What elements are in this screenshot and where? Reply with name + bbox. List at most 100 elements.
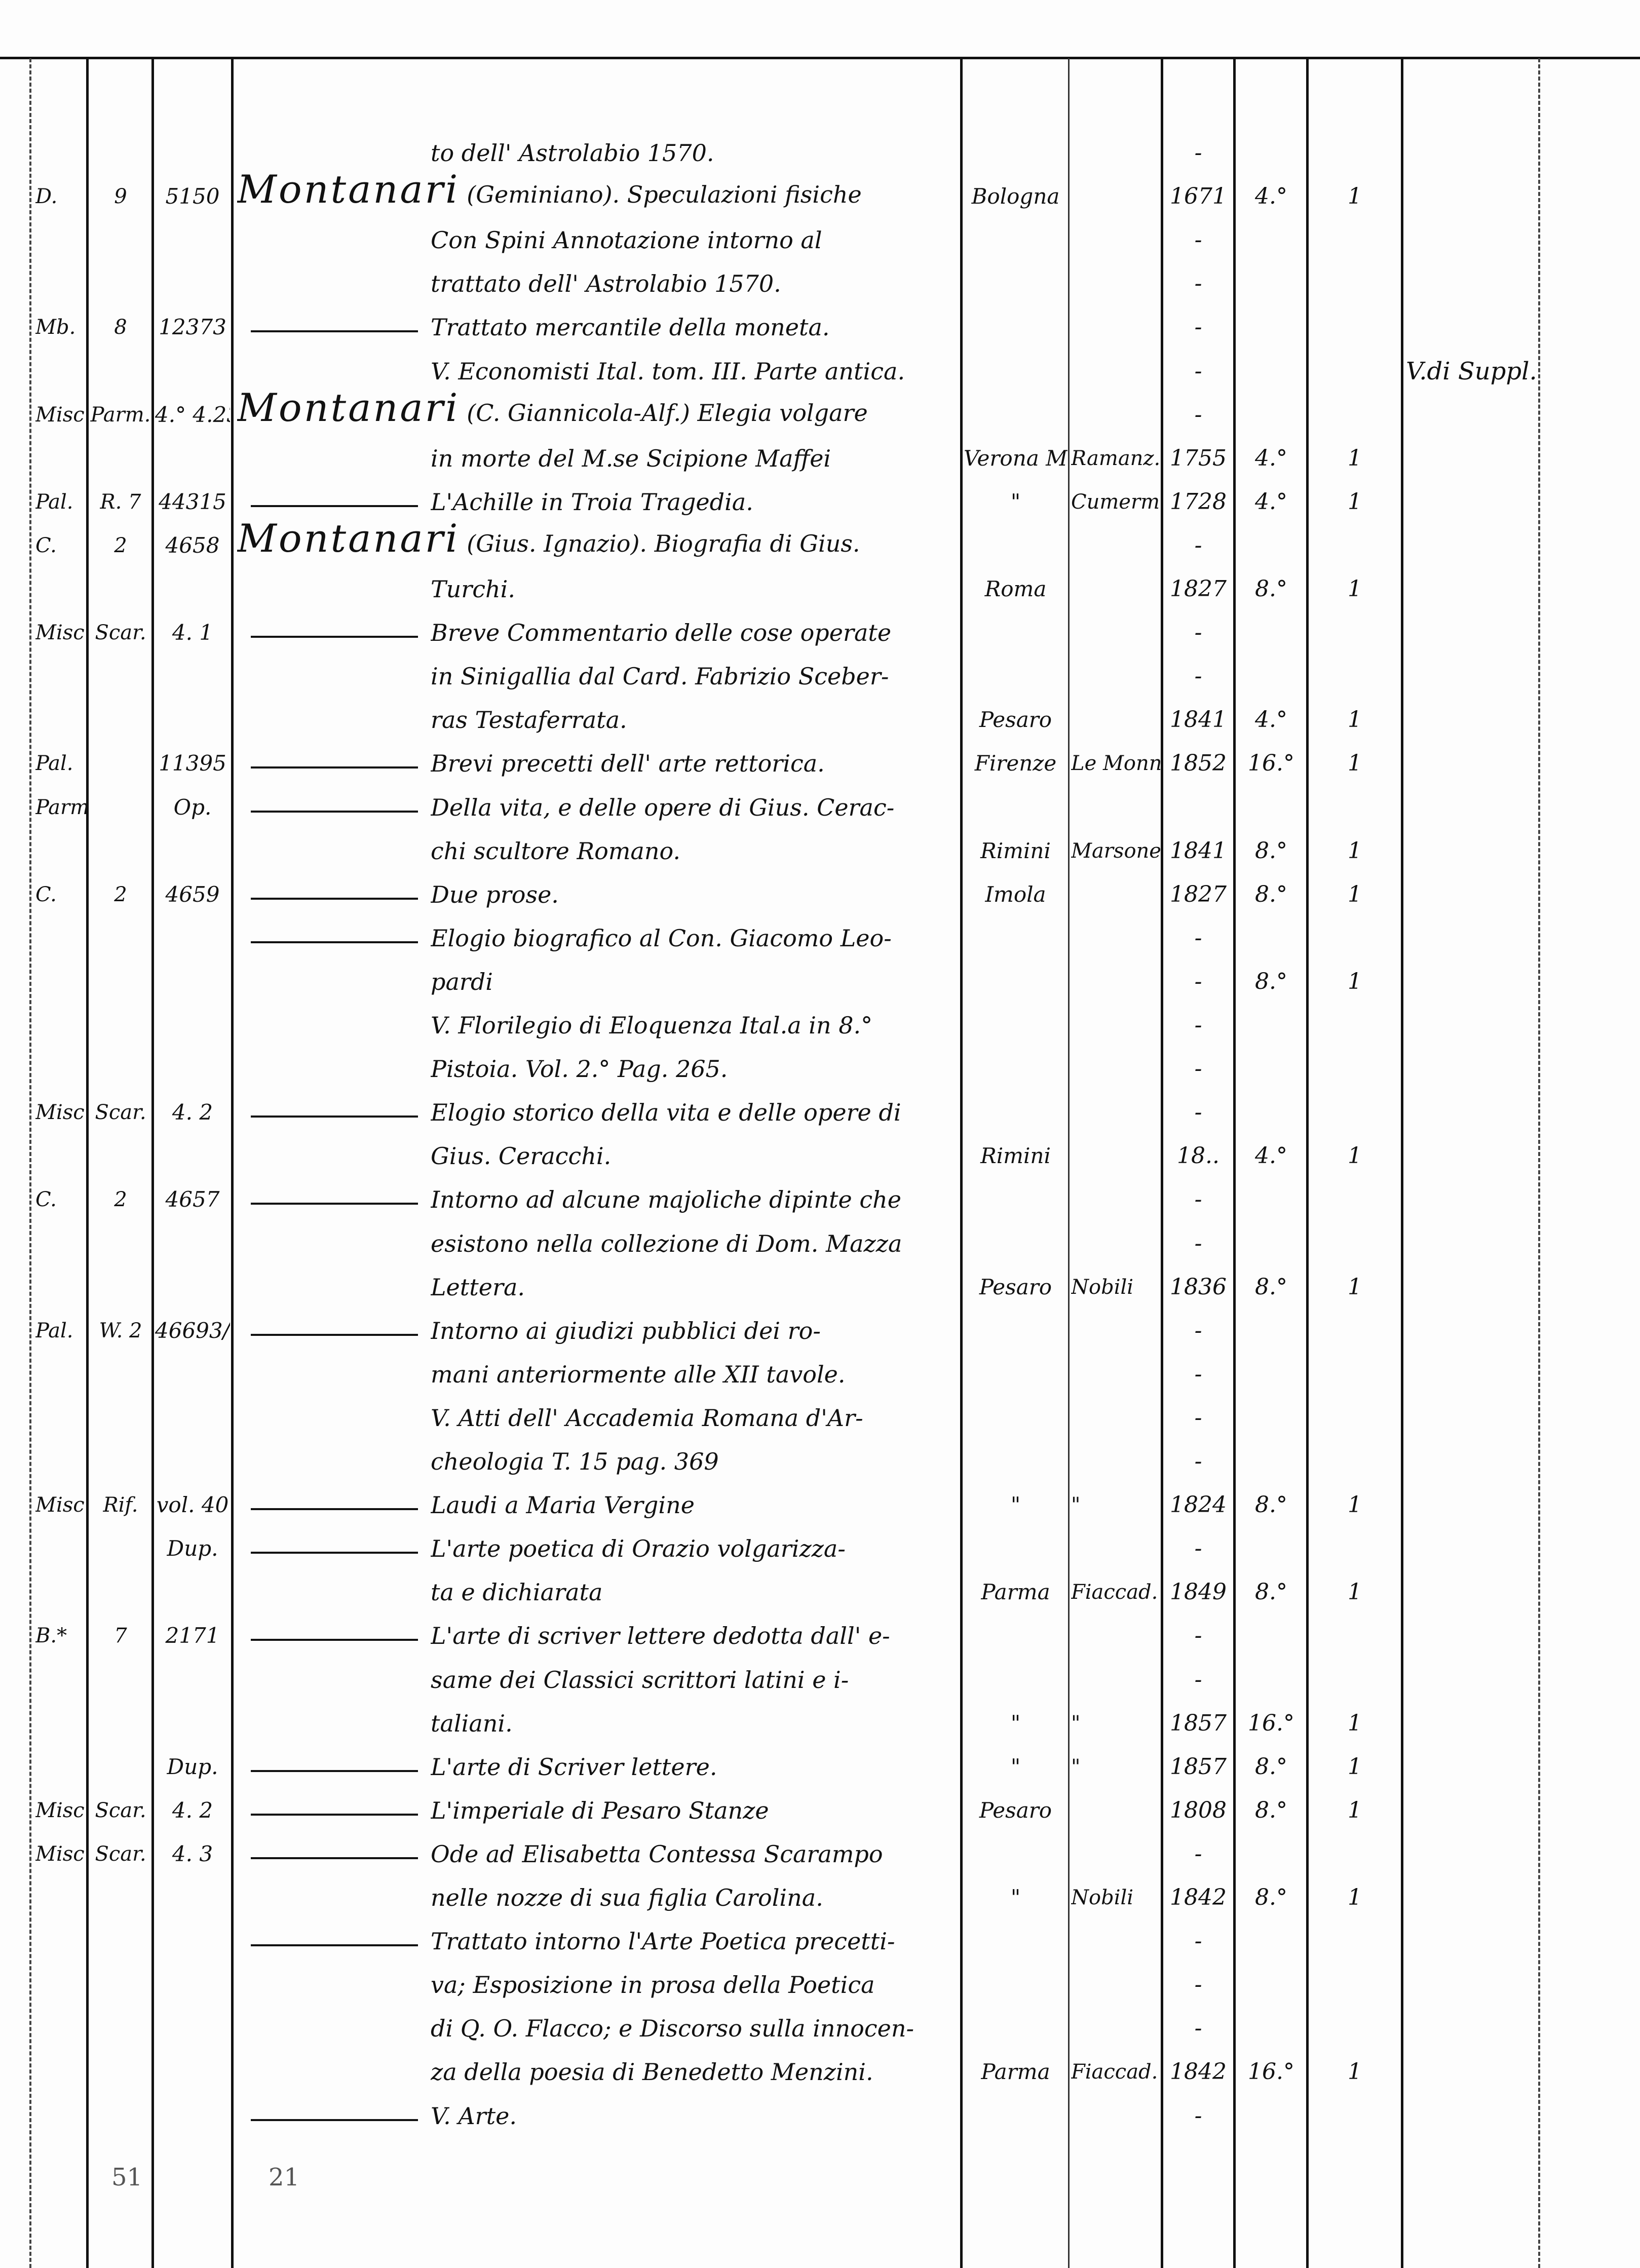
ditto-author-rule bbox=[251, 1552, 418, 1554]
catalog-line: - V.di Suppl. V. Economisti Ital. tom. III… bbox=[0, 351, 1640, 395]
shelf-sub: Scar. bbox=[95, 1101, 146, 1125]
year: - bbox=[1194, 2015, 1202, 2042]
year: - bbox=[1194, 1666, 1202, 1693]
catalog-line: - V. Atti dell' Accademia Romana d'Ar- bbox=[0, 1398, 1640, 1441]
shelf-sub: Rif. bbox=[103, 1493, 138, 1517]
year: 1824 bbox=[1170, 1492, 1227, 1518]
printer: " bbox=[1071, 1755, 1081, 1779]
note: V.di Suppl. bbox=[1406, 357, 1537, 386]
year: - bbox=[1194, 532, 1202, 558]
inventory-number: 4. 2 bbox=[172, 1797, 213, 1823]
printer: Ramanz. bbox=[1071, 446, 1160, 470]
volumes: 1 bbox=[1348, 1797, 1362, 1823]
place: Bologna bbox=[971, 184, 1060, 209]
shelf-mark: Misc. bbox=[35, 403, 86, 427]
title-text: same dei Classici scrittori latini e i- bbox=[431, 1666, 849, 1694]
volumes: 1 bbox=[1348, 576, 1362, 602]
title-text: L'imperiale di Pesaro Stanze bbox=[431, 1796, 769, 1824]
catalog-line: - Con Spini Annotazione intorno al bbox=[0, 220, 1640, 263]
place: Imola bbox=[985, 881, 1046, 907]
year: - bbox=[1194, 1928, 1202, 1954]
catalog-line: " " 1857 16.° 1 taliani. bbox=[0, 1703, 1640, 1747]
year: 1857 bbox=[1170, 1753, 1227, 1780]
format: 4.° bbox=[1255, 707, 1287, 733]
year: 1827 bbox=[1170, 576, 1227, 602]
inventory-number: 2171 bbox=[165, 1623, 220, 1648]
ditto-author-rule bbox=[251, 941, 418, 943]
catalog-line: - Elogio biografico al Con. Giacomo Leo- bbox=[0, 918, 1640, 962]
catalog-line: C. 2 4658 - Montanari (Gius. Ignazio). Biogra… bbox=[0, 523, 1640, 569]
shelf-mark: Pal. bbox=[35, 752, 73, 776]
volumes: 1 bbox=[1348, 707, 1362, 733]
year: 1836 bbox=[1170, 1274, 1227, 1300]
catalog-line: Misc. Scar. 4. 1 - Breve Commentario delle c… bbox=[0, 612, 1640, 656]
catalog-line: C. 2 4657 - Intorno ad alcune majoliche dipi… bbox=[0, 1179, 1640, 1223]
place: Roma bbox=[984, 576, 1047, 601]
title-text: V. Florilegio di Eloquenza Ital.a in 8.° bbox=[431, 1012, 873, 1039]
shelf-mark: Misc. bbox=[35, 1842, 86, 1866]
inventory-number: 4658 bbox=[165, 532, 220, 558]
year: - bbox=[1194, 1535, 1202, 1562]
volumes: 1 bbox=[1348, 183, 1362, 210]
year: 1849 bbox=[1170, 1579, 1227, 1605]
format: 8.° bbox=[1255, 968, 1287, 994]
column-rule-printer bbox=[1161, 58, 1163, 2268]
year: - bbox=[1194, 271, 1202, 297]
title-text: pardi bbox=[431, 968, 493, 995]
year: - bbox=[1194, 314, 1202, 340]
shelf-mark: Pal. bbox=[35, 1319, 73, 1342]
title-text: L'arte di scriver lettere dedotta dall' … bbox=[431, 1622, 890, 1650]
title-text: to dell' Astrolabio 1570. bbox=[431, 139, 714, 167]
year: - bbox=[1194, 1623, 1202, 1649]
format: 8.° bbox=[1255, 1492, 1287, 1518]
printer: Nobili bbox=[1071, 1886, 1134, 1909]
year: - bbox=[1194, 1230, 1202, 1256]
catalog-line: Verona MaffeiRamanz. 1755 4.° 1 in morte del… bbox=[0, 438, 1640, 482]
year: - bbox=[1194, 663, 1202, 689]
place: Rimini bbox=[980, 1143, 1051, 1169]
shelf-mark: Misc. bbox=[35, 1101, 86, 1125]
title-text: (C. Giannicola-Alf.) Elegia volgare bbox=[467, 399, 868, 427]
ditto-author-rule bbox=[251, 1203, 418, 1205]
ditto-author-rule bbox=[251, 636, 418, 638]
place: Pesaro bbox=[979, 1274, 1052, 1299]
column-rule-title bbox=[960, 58, 963, 2268]
catalog-line: C. 2 4659 Imola 1827 8.° 1 Due prose. bbox=[0, 874, 1640, 918]
place: " bbox=[1010, 1492, 1021, 1518]
shelf-mark: Pal. bbox=[35, 490, 73, 514]
printer: Fiaccad. bbox=[1071, 2060, 1158, 2084]
year: - bbox=[1194, 1448, 1202, 1474]
title-text: (Geminiano). Speculazioni fisiche bbox=[467, 181, 862, 209]
inventory-number: 11395 bbox=[159, 751, 226, 776]
year: - bbox=[1194, 620, 1202, 646]
inventory-number: 5150 bbox=[165, 184, 220, 209]
year: - bbox=[1194, 401, 1202, 428]
column-rule-year bbox=[1233, 58, 1236, 2268]
author-entry: Montanari (Gius. Ignazio). Biografia di G… bbox=[237, 523, 960, 559]
ditto-author-rule bbox=[251, 2119, 418, 2121]
shelf-sub: Scar. bbox=[95, 1842, 146, 1866]
shelf-sub: 2 bbox=[114, 533, 127, 557]
column-rule-number bbox=[231, 58, 234, 2268]
year: - bbox=[1194, 1840, 1202, 1867]
inventory-number: Dup. bbox=[167, 1536, 218, 1561]
catalog-line: Pesaro 1841 4.° 1 ras Testaferrata. bbox=[0, 700, 1640, 743]
ditto-author-rule bbox=[251, 1508, 418, 1511]
title-text: Turchi. bbox=[431, 575, 516, 603]
shelf-mark: C. bbox=[35, 533, 57, 557]
volumes: 1 bbox=[1348, 1710, 1362, 1736]
place: " bbox=[1010, 1754, 1021, 1779]
shelf-sub: 2 bbox=[114, 1188, 127, 1212]
year: 18.. bbox=[1177, 1143, 1219, 1169]
author-name: Montanari bbox=[237, 523, 460, 559]
title-text: Con Spini Annotazione intorno al bbox=[431, 226, 822, 254]
catalog-line: - cheologia T. 15 pag. 369 bbox=[0, 1441, 1640, 1485]
format: 8.° bbox=[1255, 1753, 1287, 1780]
ditto-author-rule bbox=[251, 1639, 418, 1641]
catalog-line: Misc.Parm.4.° 4.238 - Montanari(C. Giannic… bbox=[0, 393, 1640, 438]
volumes: 1 bbox=[1348, 837, 1362, 864]
format: 16.° bbox=[1248, 2059, 1294, 2085]
ditto-author-rule bbox=[251, 1944, 418, 1947]
catalog-line: Misc. Scar. 4. 3 - Ode ad Elisabetta Contess… bbox=[0, 1834, 1640, 1877]
